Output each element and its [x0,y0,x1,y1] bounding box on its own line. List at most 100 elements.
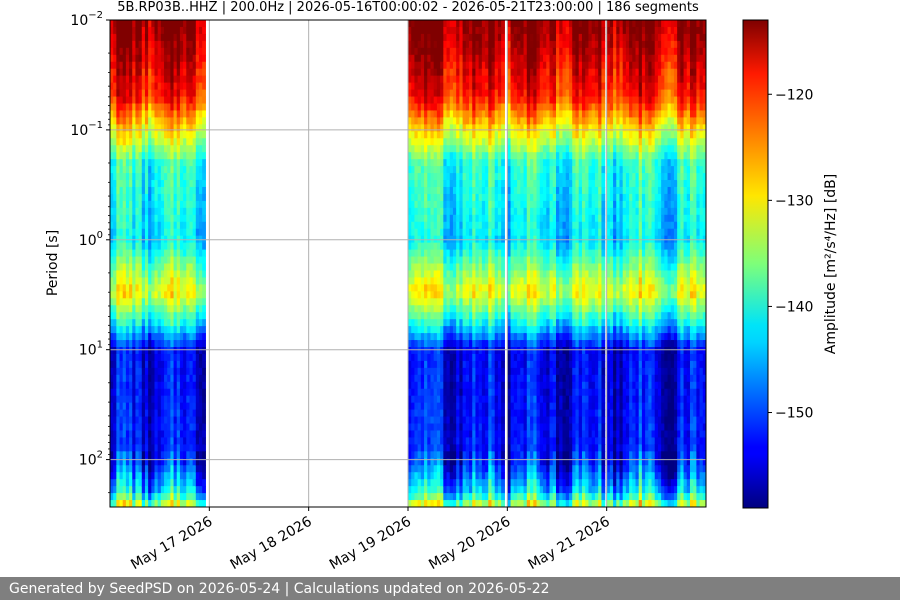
heatmap-cell [456,284,460,292]
heatmap-cell [192,284,197,292]
heatmap-cell [456,124,460,132]
heatmap-cell [202,277,206,285]
heatmap-cell [533,180,538,188]
heatmap-cell [497,26,502,35]
heatmap-cell [436,326,441,334]
heatmap-cell [520,479,525,487]
heatmap-cell [164,340,168,348]
heatmap-cell [456,159,460,167]
heatmap-cell [501,20,505,28]
heatmap-cell [520,166,525,174]
heatmap-cell [501,131,505,139]
heatmap-cell [167,340,171,348]
heatmap-cell [456,256,460,265]
heatmap-cell [183,214,187,223]
heatmap-cell [417,319,422,327]
heatmap-cell [440,430,444,439]
heatmap-cell [533,33,538,42]
heatmap-cell [485,221,489,230]
heatmap-cell [459,40,464,49]
heatmap-cell [443,305,448,313]
heatmap-cell [478,200,483,209]
heatmap-cell [449,256,454,265]
heatmap-cell [497,82,502,91]
heatmap-cell [420,437,425,445]
heatmap-cell [459,388,464,397]
heatmap-cell [452,367,457,376]
heatmap-cell [520,20,525,28]
heatmap-cell [170,166,175,174]
heatmap-cell [179,138,184,146]
heatmap-cell [494,221,499,230]
heatmap-cell [533,486,538,494]
heatmap-cell [129,242,133,251]
heatmap-cell [116,103,121,112]
heatmap-cell [510,319,515,327]
heatmap-cell [125,409,130,418]
heatmap-cell [189,451,194,459]
heatmap-cell [186,207,191,216]
heatmap-cell [110,388,114,397]
heatmap-cell [440,416,444,425]
heatmap-cell [433,263,438,272]
heatmap-cell [199,96,203,105]
heatmap-cell [170,47,175,56]
heatmap-cell [417,152,422,160]
heatmap-cell [164,61,168,70]
heatmap-cell [189,207,194,216]
heatmap-cell [443,186,448,195]
heatmap-cell [456,40,460,49]
heatmap-cell [449,180,454,188]
heatmap-cell [132,75,137,84]
heatmap-cell [420,214,425,223]
heatmap-cell [110,353,114,362]
heatmap-cell [430,228,435,237]
heatmap-cell [501,291,505,299]
heatmap-cell [151,451,156,459]
heatmap-cell [179,89,184,98]
heatmap-cell [456,180,460,188]
heatmap-cell [446,82,451,91]
heatmap-cell [167,173,171,181]
heatmap-cell [520,54,525,63]
heatmap-cell [497,319,502,327]
heatmap-cell [427,416,432,425]
heatmap-cell [160,26,165,35]
heatmap-cell [465,214,470,223]
heatmap-cell [507,26,512,35]
heatmap-cell [497,409,502,418]
heatmap-cell [408,298,412,306]
heatmap-cell [144,75,149,84]
heatmap-cell [202,465,206,473]
heatmap-cell [154,333,159,341]
heatmap-cell [472,180,477,188]
heatmap-cell [408,228,412,237]
heatmap-cell [459,180,464,188]
heatmap-cell [488,159,493,167]
heatmap-cell [138,437,143,445]
heatmap-cell [116,409,121,418]
heatmap-cell [446,486,451,494]
heatmap-cell [436,54,441,63]
heatmap-cell [195,326,200,334]
heatmap-cell [501,186,505,195]
heatmap-cell [122,388,127,397]
heatmap-cell [151,20,156,28]
heatmap-cell [199,444,203,452]
heatmap-cell [526,75,531,84]
heatmap-cell [443,193,448,202]
heatmap-cell [141,96,146,105]
heatmap-cell [113,131,117,139]
heatmap-cell [440,82,444,91]
heatmap-cell [110,374,114,383]
heatmap-cell [533,249,538,258]
heatmap-cell [132,249,137,258]
heatmap-cell [510,138,515,146]
heatmap-cell [459,402,464,411]
heatmap-cell [132,89,137,98]
heatmap-cell [462,312,467,320]
heatmap-cell [526,242,531,251]
heatmap-cell [523,465,528,473]
heatmap-cell [135,388,140,397]
heatmap-cell [144,333,149,341]
